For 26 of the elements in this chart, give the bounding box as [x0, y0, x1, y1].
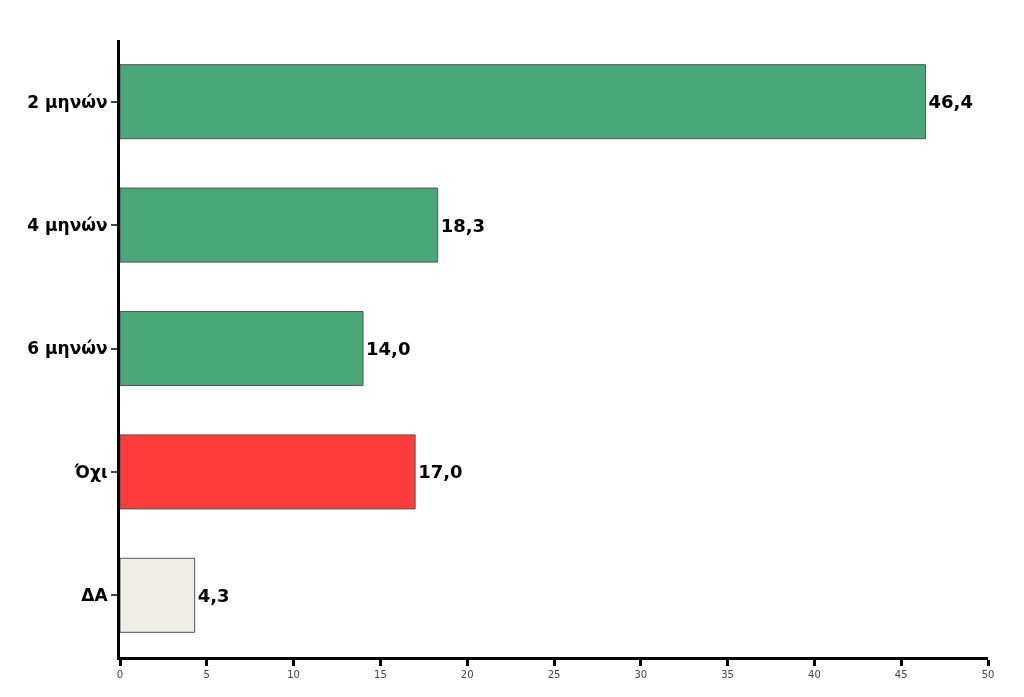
y-tick-label: Όχι	[73, 461, 108, 482]
y-tick-label: 4 μηνών	[27, 215, 108, 236]
x-tick-label: 25	[547, 669, 561, 680]
x-tick-label: 5	[203, 669, 210, 680]
data-label: 17,0	[418, 461, 463, 483]
x-tick-label: 30	[634, 669, 648, 680]
bar	[120, 557, 196, 633]
x-tick-label: 10	[287, 669, 300, 680]
x-tick-label: 35	[721, 669, 734, 680]
x-tick-label: 0	[116, 669, 124, 680]
y-tick-label: ΔΑ	[81, 585, 109, 606]
data-label: 4,3	[197, 584, 230, 606]
x-tick-label: 45	[894, 669, 908, 680]
bar	[120, 434, 416, 510]
data-label: 18,3	[440, 214, 486, 236]
bar	[120, 64, 926, 140]
data-label: 14,0	[366, 338, 411, 359]
x-tick-label: 40	[808, 669, 821, 680]
bar	[120, 187, 439, 263]
bar	[120, 310, 364, 387]
x-tick-label: 50	[981, 669, 995, 680]
y-tick-label: 2 μηνών	[27, 91, 108, 112]
data-label: 46,4	[928, 91, 973, 113]
x-tick-label: 15	[374, 669, 387, 680]
x-tick-label: 20	[460, 669, 474, 680]
y-tick-label: 6 μηνών	[27, 338, 108, 359]
